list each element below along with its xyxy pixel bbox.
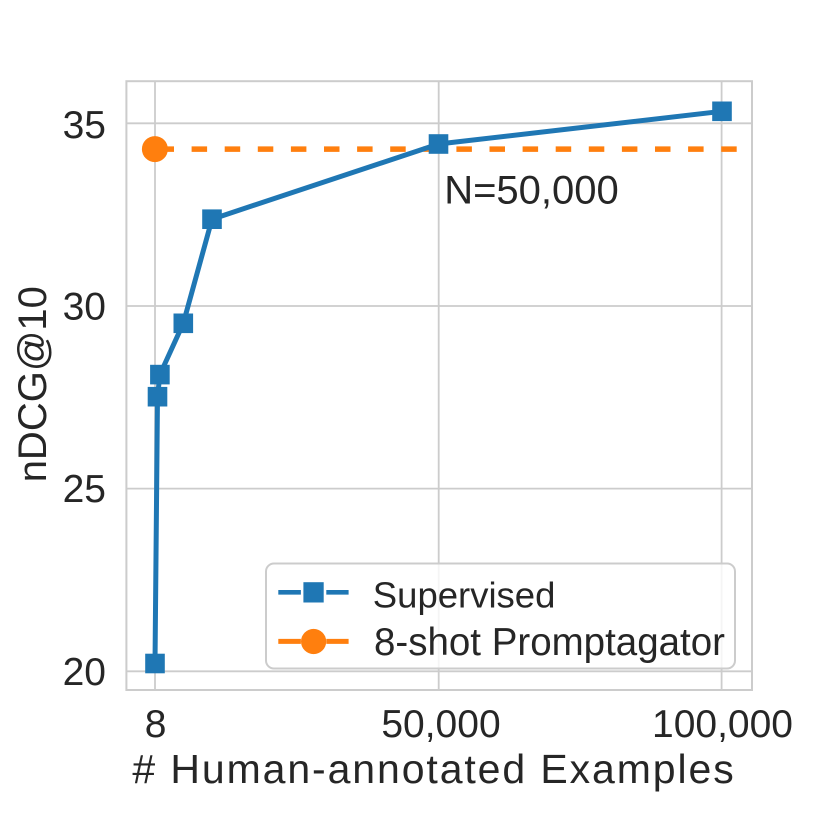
svg-text:20: 20 bbox=[63, 651, 106, 694]
svg-text:# Human-annotated Examples: # Human-annotated Examples bbox=[132, 746, 735, 792]
svg-text:Supervised: Supervised bbox=[373, 574, 556, 615]
svg-text:30: 30 bbox=[63, 286, 106, 329]
svg-text:N=50,000: N=50,000 bbox=[444, 168, 619, 212]
svg-text:8: 8 bbox=[145, 703, 167, 746]
svg-text:nDCG@10: nDCG@10 bbox=[11, 286, 55, 482]
svg-text:100,000: 100,000 bbox=[652, 703, 793, 746]
svg-text:8-shot Promptagator: 8-shot Promptagator bbox=[374, 621, 725, 664]
svg-text:25: 25 bbox=[63, 468, 106, 511]
svg-text:50,000: 50,000 bbox=[381, 703, 500, 746]
svg-text:35: 35 bbox=[63, 104, 106, 147]
